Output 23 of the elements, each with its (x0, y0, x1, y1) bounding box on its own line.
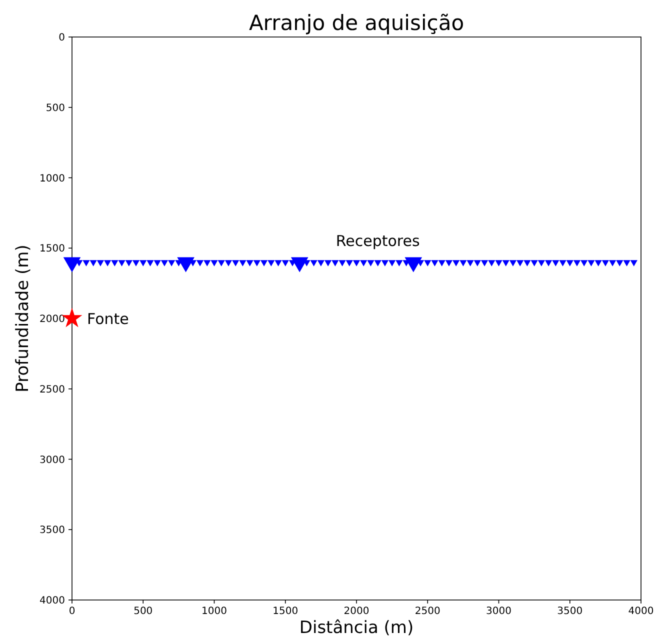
x-tick-label: 4000 (628, 606, 654, 617)
x-tick-label: 1500 (272, 606, 298, 617)
y-tick-label: 4000 (40, 596, 65, 606)
x-axis-title: Distância (m) (299, 618, 414, 638)
x-tick-label: 1000 (202, 606, 227, 617)
y-tick-label: 3000 (40, 454, 65, 466)
x-tick-label: 500 (134, 606, 153, 617)
y-tick-label: 3500 (40, 525, 65, 536)
x-tick-label: 2000 (344, 606, 370, 617)
x-tick-label: 3000 (486, 606, 512, 617)
x-tick-label: 2500 (414, 606, 440, 617)
series-label: Receptores (336, 232, 420, 250)
y-tick-label: 2000 (40, 314, 65, 325)
series-label: Fonte (87, 310, 129, 328)
x-tick-label: 3500 (557, 606, 583, 617)
y-tick-label: 1500 (40, 244, 65, 255)
y-tick-label: 2500 (40, 384, 65, 396)
y-tick-label: 500 (46, 102, 65, 114)
y-axis-title: Profundidade (m) (13, 244, 33, 392)
y-tick-label: 1000 (40, 173, 65, 184)
chart-title: Arranjo de aquisição (248, 11, 464, 35)
x-tick-label: 0 (68, 606, 76, 617)
y-tick-label: 0 (58, 32, 65, 44)
